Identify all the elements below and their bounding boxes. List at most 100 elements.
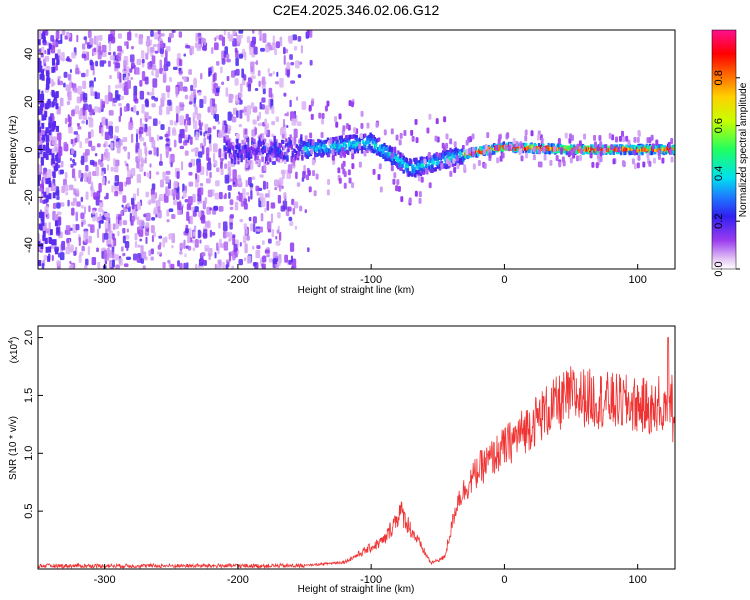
heat-cell — [214, 263, 217, 269]
heat-cell — [143, 141, 147, 147]
heat-cell — [85, 191, 89, 200]
heat-cell — [145, 191, 150, 198]
heat-cell — [256, 245, 261, 249]
heat-cell — [66, 56, 70, 62]
heat-cell — [655, 139, 659, 146]
heat-cell — [75, 67, 80, 75]
heat-cell — [92, 170, 97, 176]
colorbar-label: Normalized spectral amplitude — [738, 82, 749, 217]
heat-cell — [608, 145, 611, 150]
heat-cell — [160, 124, 165, 130]
heat-cell — [134, 241, 138, 248]
heat-cell — [135, 133, 138, 143]
heat-cell — [252, 216, 257, 224]
heat-cell — [576, 143, 580, 150]
heat-cell — [172, 66, 178, 71]
heat-cell — [507, 145, 511, 152]
heat-cell — [101, 153, 104, 162]
heat-cell — [434, 135, 438, 142]
heat-cell — [183, 53, 187, 57]
heat-cell — [149, 170, 152, 180]
heat-cell — [148, 133, 152, 142]
heat-cell — [236, 138, 239, 143]
heat-cell — [285, 143, 288, 148]
heat-cell — [78, 169, 82, 179]
heat-cell — [287, 206, 292, 212]
heat-cell — [55, 162, 59, 169]
heat-cell — [43, 167, 48, 173]
heat-cell — [223, 50, 227, 58]
heat-cell — [38, 144, 42, 151]
heat-cell — [454, 149, 458, 154]
snr-y-ticks: 0.5 1.0 1.5 2.0 — [23, 330, 43, 519]
heat-cell — [354, 140, 357, 145]
heat-cell — [293, 201, 299, 209]
heat-cell — [278, 177, 284, 185]
heat-cell — [420, 176, 424, 183]
heat-cell — [259, 134, 263, 139]
heat-cell — [340, 135, 344, 140]
heat-cell — [258, 136, 261, 141]
heat-cell — [171, 189, 177, 197]
heat-cell — [309, 132, 313, 139]
heat-cell — [155, 68, 159, 78]
heat-cell — [582, 150, 586, 155]
heat-cell — [194, 206, 199, 213]
heat-cell — [197, 210, 202, 218]
heat-cell — [399, 154, 402, 159]
heat-cell — [179, 262, 183, 269]
heat-cell — [532, 154, 536, 161]
heat-cell — [636, 162, 640, 169]
heat-cell — [570, 145, 574, 150]
heat-cell — [80, 196, 84, 202]
heat-cell — [267, 238, 272, 244]
heat-cell — [320, 132, 324, 139]
heat-cell — [300, 45, 303, 54]
heat-cell — [374, 142, 378, 147]
heat-cell — [417, 172, 420, 177]
heat-cell — [214, 252, 217, 259]
heat-cell — [271, 133, 274, 138]
heat-cell — [57, 216, 62, 226]
heat-cell — [255, 144, 258, 149]
heat-cell — [80, 212, 85, 220]
heat-cell — [136, 160, 140, 169]
heat-cell — [239, 109, 243, 119]
heat-cell — [288, 216, 293, 222]
heat-cell — [93, 106, 99, 113]
heat-cell — [40, 97, 44, 104]
heat-cell — [108, 33, 113, 42]
heat-cell — [124, 146, 127, 152]
heat-cell — [296, 156, 300, 161]
heat-cell — [335, 142, 338, 147]
heat-cell — [525, 143, 528, 148]
heat-cell — [188, 181, 194, 187]
heat-cell — [242, 155, 245, 160]
heat-cell — [188, 228, 192, 238]
heat-cell — [111, 252, 115, 259]
heat-cell — [313, 153, 317, 158]
heat-cell — [289, 99, 292, 108]
heat-cell — [131, 133, 134, 143]
heat-cell — [113, 158, 116, 167]
heat-cell — [431, 168, 434, 173]
heat-cell — [184, 253, 187, 258]
heat-cell — [525, 149, 528, 154]
snr-x-axis-title: Height of straight line (km) — [298, 584, 415, 595]
heat-cell — [190, 84, 194, 92]
heat-cell — [73, 131, 78, 135]
heat-cell — [434, 167, 437, 172]
heat-cell — [567, 151, 571, 158]
heat-cell — [255, 150, 258, 155]
heat-cell — [521, 149, 525, 154]
heat-cell — [81, 53, 87, 59]
snr-y-scale-exponent: 4 — [8, 340, 15, 344]
heat-cell — [627, 146, 630, 151]
heat-cell — [188, 162, 193, 168]
snr-background — [38, 326, 675, 569]
heat-cell — [165, 49, 168, 58]
heat-cell — [155, 200, 161, 209]
heat-cell — [612, 148, 615, 153]
heat-cell — [99, 219, 104, 224]
heat-cell — [195, 32, 198, 42]
